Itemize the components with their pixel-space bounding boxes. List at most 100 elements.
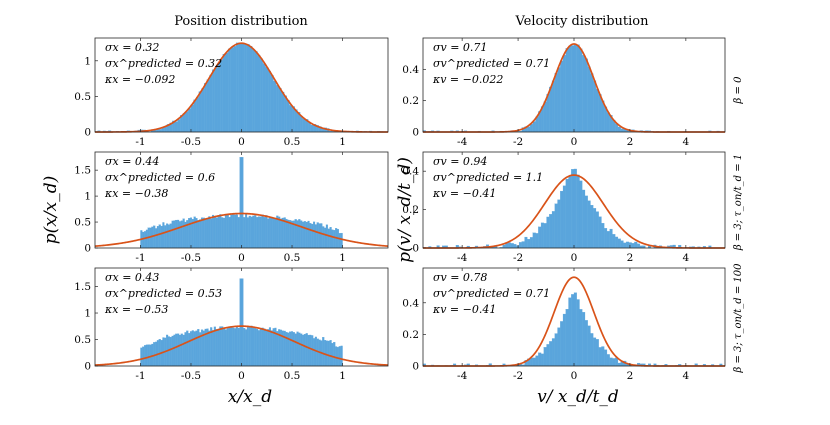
histogram-bar bbox=[161, 226, 163, 248]
histogram-bar bbox=[302, 335, 304, 366]
y-tick-label: 0.5 bbox=[74, 334, 91, 346]
histogram-bar bbox=[311, 335, 313, 366]
stat-annotation: σv = 0.78 bbox=[433, 271, 487, 284]
histogram-bar bbox=[300, 116, 303, 132]
histogram-bar bbox=[588, 67, 591, 132]
histogram-bar bbox=[339, 346, 341, 366]
histogram-bar bbox=[601, 347, 604, 366]
x-tick-label: 2 bbox=[627, 136, 634, 148]
histogram-bar bbox=[593, 81, 596, 132]
histogram-bar bbox=[214, 327, 216, 366]
histogram-bar bbox=[555, 204, 558, 248]
histogram-bar bbox=[511, 243, 514, 248]
histogram-bar bbox=[607, 354, 610, 366]
histogram-bar bbox=[262, 328, 264, 366]
histogram-bar bbox=[552, 338, 555, 366]
histogram-bar bbox=[223, 328, 225, 366]
histogram-bar bbox=[239, 43, 242, 132]
y-axis-label-position: p(x/x_d) bbox=[41, 176, 61, 244]
histogram-bar bbox=[514, 244, 517, 248]
x-tick-label: 0 bbox=[571, 136, 578, 148]
histogram-bar bbox=[223, 54, 226, 132]
histogram-bar bbox=[585, 59, 588, 132]
histogram-bar bbox=[175, 220, 177, 248]
histogram-bar bbox=[569, 298, 572, 366]
histogram-bar bbox=[306, 333, 308, 366]
histogram-bar bbox=[563, 55, 566, 132]
histogram-bar bbox=[298, 219, 300, 248]
histogram-bar bbox=[621, 241, 624, 248]
histogram-bar bbox=[207, 80, 210, 132]
histogram-bar bbox=[300, 221, 302, 248]
histogram-bar bbox=[286, 219, 288, 248]
histogram-bar bbox=[202, 88, 205, 132]
histogram-bar bbox=[212, 330, 214, 366]
histogram-bar bbox=[150, 345, 152, 366]
histogram-bar bbox=[265, 330, 267, 366]
histogram-bar bbox=[309, 223, 311, 248]
x-axis-label-velocity: v/ x_d/t_d bbox=[537, 387, 619, 407]
histogram-bar bbox=[236, 43, 239, 132]
histogram-bar bbox=[264, 329, 266, 366]
stat-annotation: σv = 0.71 bbox=[433, 41, 487, 54]
histogram-bar bbox=[618, 363, 621, 366]
histogram-bar bbox=[618, 127, 621, 132]
histogram-bar bbox=[588, 326, 591, 366]
histogram-bar bbox=[604, 350, 607, 366]
histogram-bar bbox=[558, 200, 561, 248]
histogram-bar bbox=[251, 217, 253, 248]
x-tick-label: -1 bbox=[135, 136, 145, 148]
x-tick-label: -2 bbox=[513, 370, 523, 382]
histogram-bar bbox=[315, 225, 317, 248]
stat-annotation: σx = 0.32 bbox=[105, 41, 159, 54]
histogram-bar bbox=[295, 334, 297, 366]
histogram-bar bbox=[245, 214, 247, 248]
histogram-bar bbox=[326, 341, 328, 366]
x-tick-label: 0 bbox=[571, 370, 578, 382]
x-tick-label: 4 bbox=[683, 252, 690, 264]
histogram-bar bbox=[265, 215, 267, 248]
histogram-bar bbox=[218, 329, 220, 366]
x-tick-label: -2 bbox=[513, 136, 523, 148]
y-tick-label: 0 bbox=[84, 127, 91, 139]
histogram-bar bbox=[282, 218, 284, 248]
histogram-bar bbox=[623, 243, 626, 248]
x-tick-label: -0.5 bbox=[181, 136, 201, 148]
histogram-bar bbox=[150, 228, 152, 248]
histogram-bar bbox=[306, 222, 308, 248]
histogram-bar bbox=[244, 44, 247, 132]
histogram-bar bbox=[629, 243, 632, 248]
histogram-bar bbox=[332, 343, 334, 366]
y-tick-label: 1 bbox=[84, 191, 91, 203]
histogram-bar bbox=[579, 309, 582, 366]
stat-annotation: κx = −0.38 bbox=[104, 187, 168, 200]
histogram-bar bbox=[574, 293, 577, 366]
histogram-bar bbox=[179, 335, 181, 366]
y-tick-label: 0.2 bbox=[402, 329, 419, 341]
histogram-bar bbox=[256, 217, 258, 248]
histogram-bar bbox=[319, 224, 321, 248]
histogram-bar bbox=[190, 331, 192, 366]
histogram-bar bbox=[218, 64, 221, 132]
y-tick-label: 0.4 bbox=[402, 297, 419, 309]
histogram-bar bbox=[238, 217, 240, 248]
histogram-bar bbox=[172, 336, 174, 366]
histogram-bar bbox=[208, 216, 210, 248]
x-tick-label: -1 bbox=[135, 370, 145, 382]
histogram-bar bbox=[191, 105, 194, 132]
x-tick-label: 1 bbox=[339, 370, 346, 382]
histogram-bar bbox=[268, 71, 271, 132]
histogram-bar bbox=[219, 214, 221, 248]
histogram-bar bbox=[214, 216, 216, 248]
histogram-bar bbox=[533, 233, 536, 248]
x-tick-label: 1 bbox=[339, 136, 346, 148]
histogram-bar bbox=[205, 219, 207, 248]
histogram-bar bbox=[260, 329, 262, 366]
y-tick-label: 0 bbox=[84, 243, 91, 255]
histogram-bar bbox=[302, 222, 304, 248]
histogram-bar bbox=[220, 59, 223, 132]
histogram-bar bbox=[181, 334, 183, 366]
histogram-bar bbox=[304, 221, 306, 248]
histogram-bar bbox=[240, 279, 242, 366]
